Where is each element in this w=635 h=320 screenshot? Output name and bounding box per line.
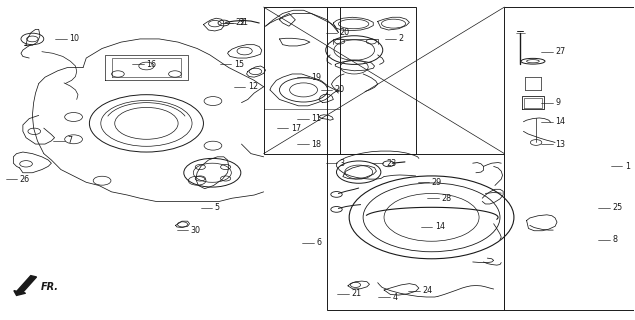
- Text: 1: 1: [625, 162, 630, 171]
- Text: 6: 6: [316, 238, 321, 247]
- Text: 2: 2: [399, 35, 404, 44]
- Text: 22: 22: [235, 19, 245, 28]
- Text: 24: 24: [422, 286, 432, 295]
- Text: 11: 11: [311, 114, 321, 123]
- Text: 30: 30: [190, 226, 201, 235]
- Text: 23: 23: [386, 159, 396, 168]
- Text: 7: 7: [67, 136, 72, 145]
- Text: 10: 10: [69, 35, 79, 44]
- Text: 16: 16: [147, 60, 156, 69]
- Text: 17: 17: [291, 124, 301, 132]
- Text: 15: 15: [234, 60, 244, 69]
- Text: 31: 31: [238, 19, 248, 28]
- Text: 20: 20: [340, 28, 350, 37]
- Text: 13: 13: [555, 140, 565, 148]
- Text: 20: 20: [335, 85, 345, 94]
- Text: 25: 25: [612, 203, 622, 212]
- Text: 21: 21: [351, 289, 361, 298]
- Text: 28: 28: [441, 194, 451, 203]
- Text: 8: 8: [612, 235, 617, 244]
- Text: 27: 27: [555, 47, 565, 56]
- Text: 26: 26: [20, 175, 30, 184]
- Text: 3: 3: [340, 159, 345, 168]
- Text: 5: 5: [215, 203, 220, 212]
- Text: 9: 9: [555, 98, 560, 107]
- Text: 14: 14: [435, 222, 444, 231]
- Bar: [264, 7, 340, 154]
- Text: 19: 19: [311, 73, 321, 82]
- FancyArrow shape: [14, 276, 37, 295]
- Text: 18: 18: [311, 140, 321, 148]
- Bar: [327, 7, 416, 154]
- Bar: [327, 154, 504, 310]
- Text: 12: 12: [248, 82, 258, 91]
- Text: 29: 29: [432, 178, 442, 187]
- Text: 4: 4: [392, 292, 398, 301]
- Text: 14: 14: [555, 117, 565, 126]
- Text: FR.: FR.: [41, 283, 58, 292]
- Bar: [504, 7, 634, 310]
